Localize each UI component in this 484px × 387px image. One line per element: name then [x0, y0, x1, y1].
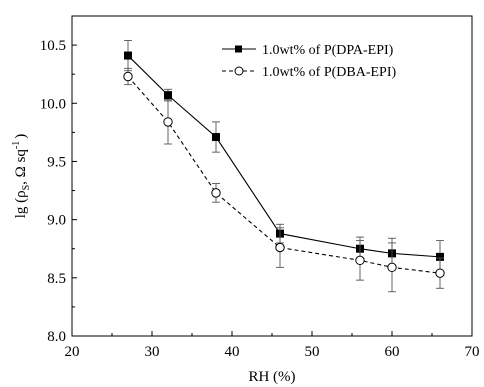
axis-ticks: 20 30 40 50 60 70 8.0 8.5 9.0 9.5 10.0 10.5: [40, 38, 480, 360]
x-tick-label: 30: [145, 344, 160, 360]
legend-marker-series-2: [234, 66, 244, 76]
data-point: [211, 188, 221, 198]
y-tick-label: 10.5: [40, 38, 66, 54]
data-point: [435, 268, 445, 278]
x-tick-label: 70: [465, 344, 480, 360]
y-axis-title-mid: , Ω sq: [13, 149, 29, 185]
series-2: [123, 67, 445, 293]
data-point: [163, 117, 173, 127]
data-point: [123, 71, 133, 82]
y-axis-title-end: ): [13, 134, 29, 139]
y-tick-label: 9.5: [47, 154, 66, 170]
data-point: [164, 91, 172, 100]
x-tick-label: 50: [305, 344, 320, 360]
x-tick-label: 60: [385, 344, 400, 360]
data-point: [275, 242, 285, 253]
y-tick-label: 10.0: [40, 96, 66, 112]
legend: 1.0wt% of P(DPA-EPI) 1.0wt% of P(DBA-EPI…: [222, 43, 396, 80]
data-point: [387, 262, 397, 273]
plot-frame: [71, 15, 473, 337]
x-axis-title: RH (%): [248, 369, 295, 385]
data-point: [355, 255, 365, 266]
series-line: [127, 76, 441, 274]
legend-label-series-1: 1.0wt% of P(DPA-EPI): [262, 43, 394, 58]
data-point: [212, 133, 220, 142]
legend-label-series-2: 1.0wt% of P(DBA-EPI): [262, 65, 396, 80]
series-layer: [123, 39, 445, 293]
x-tick-label: 20: [65, 344, 80, 360]
data-point: [436, 252, 444, 261]
x-tick-label: 40: [225, 344, 240, 360]
y-axis-title-subscript: S: [21, 185, 32, 191]
legend-marker-series-1: [235, 45, 242, 53]
y-tick-label: 8.5: [47, 271, 66, 287]
y-tick-label: 8.0: [47, 329, 66, 345]
y-tick-label: 9.0: [47, 213, 66, 229]
series-line: [127, 55, 441, 258]
y-axis-title: lg (ρS, Ω sq-1): [11, 134, 32, 219]
y-axis-title-superscript: -1: [11, 141, 22, 149]
y-axis-title-base: lg (ρ: [13, 190, 29, 218]
data-point: [124, 51, 132, 60]
